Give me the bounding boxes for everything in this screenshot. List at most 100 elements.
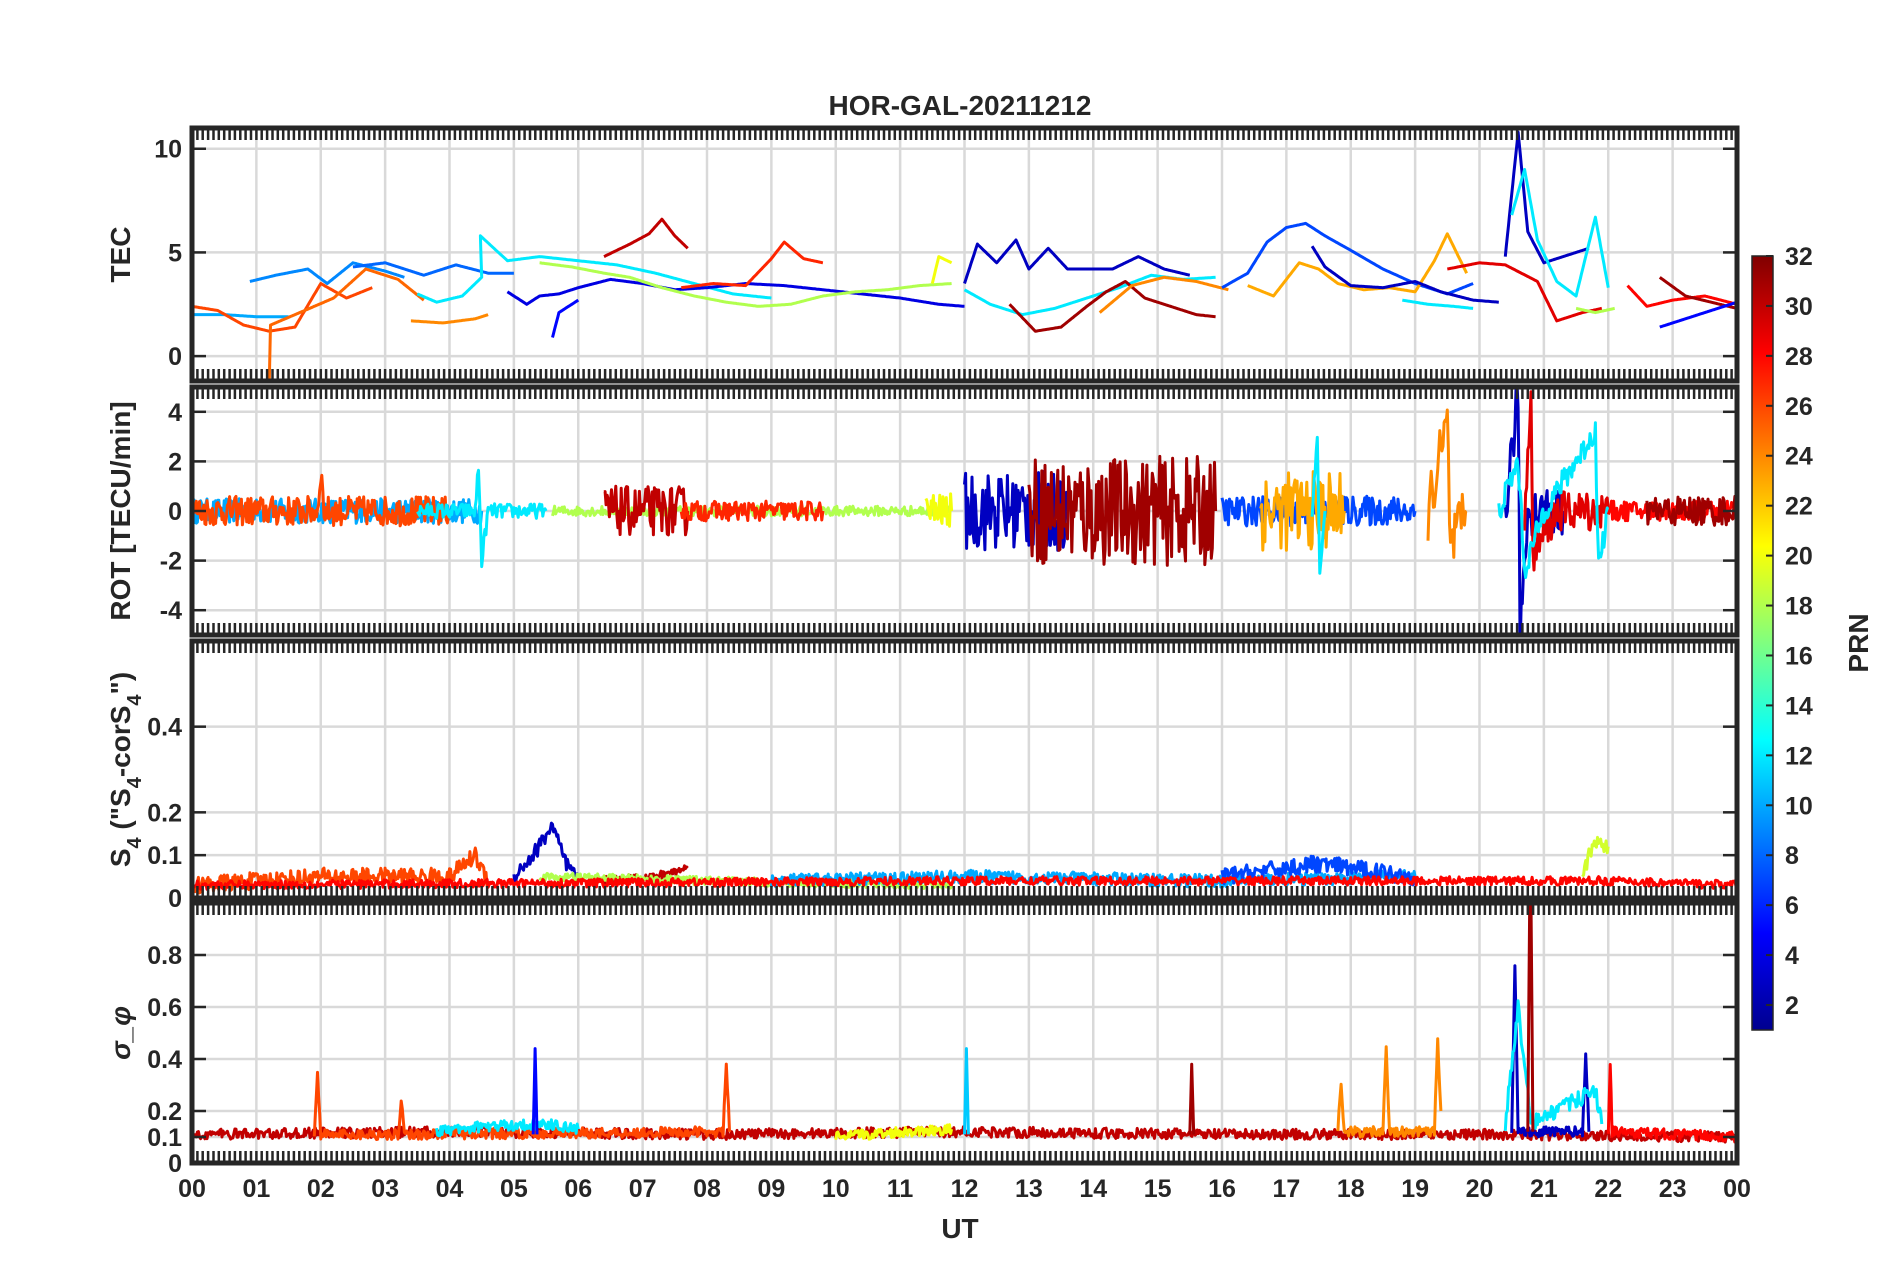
series-line-prn-25 bbox=[267, 267, 425, 381]
x-tick-label: 00 bbox=[1723, 1175, 1751, 1203]
y-tick-label: 0.1 bbox=[147, 842, 182, 870]
x-tick-label: 18 bbox=[1337, 1175, 1365, 1203]
x-tick-label: 05 bbox=[500, 1175, 528, 1203]
colorbar-tick-label: 14 bbox=[1785, 692, 1813, 720]
series-line-prn-31 bbox=[1188, 1062, 1196, 1135]
x-tick-label: 19 bbox=[1401, 1175, 1429, 1203]
series-line-prn-28 bbox=[1626, 284, 1737, 308]
colorbar-tick-label: 20 bbox=[1785, 543, 1813, 571]
colorbar-tick-label: 30 bbox=[1785, 293, 1813, 321]
y-tick-label: 0.8 bbox=[147, 942, 182, 970]
y-axis-label: ROT [TECU/min] bbox=[105, 401, 136, 620]
series-line-prn-20 bbox=[834, 1123, 954, 1141]
colorbar-tick-label: 32 bbox=[1785, 243, 1813, 271]
x-tick-label: 15 bbox=[1144, 1175, 1172, 1203]
y-tick-label: 4 bbox=[168, 399, 182, 427]
x-tick-label: 06 bbox=[564, 1175, 592, 1203]
series-line-prn-23 bbox=[1247, 232, 1468, 298]
colorbar-tick-label: 8 bbox=[1785, 842, 1799, 870]
panel-sigma: 00.10.2 0.4 0.6 0.8 σ_φ bbox=[105, 900, 1740, 1178]
series-line-prn-31 bbox=[1645, 494, 1737, 527]
y-tick-label: 5 bbox=[168, 239, 182, 267]
series-line-prn-23 bbox=[1259, 470, 1346, 552]
colorbar-tick-label: 6 bbox=[1785, 892, 1799, 920]
panel-s4: 0 0.1 0.2 0.4S4 ("S4-corS4") bbox=[105, 638, 1740, 913]
series-line-prn-24 bbox=[1098, 275, 1229, 314]
series-line-prn-31 bbox=[1027, 454, 1218, 567]
y-tick-label: 0.6 bbox=[147, 994, 182, 1022]
x-tick-label: 10 bbox=[822, 1175, 850, 1203]
x-tick-label: 11 bbox=[887, 1175, 914, 1203]
x-minor-ticks bbox=[190, 387, 1739, 635]
y-tick-label: 0 bbox=[168, 343, 182, 371]
panel-rot: -4 -2 0 2 4 ROT [TECU/min] bbox=[105, 384, 1740, 638]
x-tick-label: 20 bbox=[1466, 1175, 1494, 1203]
colorbar-tick-label: 4 bbox=[1785, 942, 1799, 970]
x-tick-label: 07 bbox=[629, 1175, 657, 1203]
series-line-prn-18 bbox=[539, 261, 953, 308]
y-tick-label: 0.1 bbox=[147, 1124, 182, 1152]
colorbar-tick-label: 24 bbox=[1785, 443, 1813, 471]
x-tick-label: 01 bbox=[242, 1175, 270, 1203]
series-line-prn-3 bbox=[512, 821, 580, 885]
series-line-prn-5 bbox=[531, 1047, 539, 1135]
chart-title: HOR-GAL-20211212 bbox=[828, 90, 1091, 121]
colorbar-bar bbox=[1751, 255, 1774, 1031]
series-line-prn-30 bbox=[603, 484, 690, 537]
y-tick-label: 0 bbox=[168, 498, 182, 526]
y-tick-label: -2 bbox=[160, 548, 182, 576]
x-tick-labels: 00 01 02 03 04 05 06 07 08 09 10 11 12 13 14 15 16 17 18 19… bbox=[178, 1175, 1751, 1203]
x-tick-label: 23 bbox=[1659, 1175, 1687, 1203]
x-tick-label: 09 bbox=[757, 1175, 785, 1203]
colorbar-tick-label: 26 bbox=[1785, 393, 1813, 421]
series-line-prn-31 bbox=[1526, 903, 1535, 1132]
series-line-prn-27 bbox=[679, 499, 825, 523]
panel-tec: 0 5 10 TEC bbox=[105, 125, 1740, 384]
colorbar-tick-label: 2 bbox=[1785, 992, 1799, 1020]
series-line-prn-12 bbox=[1497, 421, 1610, 579]
series-line-prn-31 bbox=[1008, 280, 1216, 333]
y-tick-label: 0.2 bbox=[147, 799, 182, 827]
colorbar-tick-label: 22 bbox=[1785, 493, 1813, 521]
x-tick-label: 17 bbox=[1272, 1175, 1300, 1203]
colorbar-tick-label: 12 bbox=[1785, 742, 1813, 770]
series-line-prn-24 bbox=[1426, 408, 1468, 559]
series-line-prn-5 bbox=[1659, 300, 1737, 329]
series-line-prn-26 bbox=[312, 1062, 731, 1141]
series-line-prn-18 bbox=[1575, 306, 1616, 315]
colorbar-tick-label: 28 bbox=[1785, 343, 1813, 371]
series-line-prn-3 bbox=[1503, 387, 1565, 635]
x-tick-label: 03 bbox=[371, 1175, 399, 1203]
x-tick-label: 04 bbox=[436, 1175, 464, 1203]
series-line-prn-27 bbox=[680, 240, 824, 290]
series-line-prn-12 bbox=[435, 1118, 580, 1138]
x-tick-label: 16 bbox=[1208, 1175, 1236, 1203]
y-tick-label: 0 bbox=[168, 1150, 182, 1178]
series-line-prn-30 bbox=[603, 217, 689, 258]
series-line-prn-26 bbox=[192, 473, 451, 528]
x-tick-label: 21 bbox=[1530, 1175, 1558, 1203]
series-line-prn-20 bbox=[930, 255, 953, 284]
series-line-prn-3 bbox=[1510, 964, 1591, 1139]
y-axis-label: S4 ("S4-corS4") bbox=[105, 672, 146, 867]
series-line-prn-24 bbox=[1336, 1037, 1443, 1139]
series-line-prn-12 bbox=[1401, 298, 1474, 310]
series-line-prn-26 bbox=[192, 282, 373, 333]
y-tick-label: 0.2 bbox=[147, 1098, 182, 1126]
x-tick-label: 08 bbox=[693, 1175, 721, 1203]
series-line-prn-12 bbox=[1310, 435, 1327, 575]
series-line-prn-3 bbox=[963, 469, 1069, 552]
series-line-prn-24 bbox=[410, 313, 489, 325]
series-line-prn-29 bbox=[1446, 261, 1603, 323]
series-line-prn-28 bbox=[192, 875, 1737, 891]
series-line-prn-10 bbox=[192, 313, 289, 319]
colorbar-label: PRN bbox=[1843, 613, 1874, 672]
x-tick-label: 00 bbox=[178, 1175, 206, 1203]
x-axis-label: UT bbox=[941, 1213, 978, 1244]
series-line-prn-3 bbox=[963, 238, 1191, 284]
series-line-prn-10 bbox=[769, 868, 1417, 889]
y-tick-label: 0.4 bbox=[147, 714, 182, 742]
